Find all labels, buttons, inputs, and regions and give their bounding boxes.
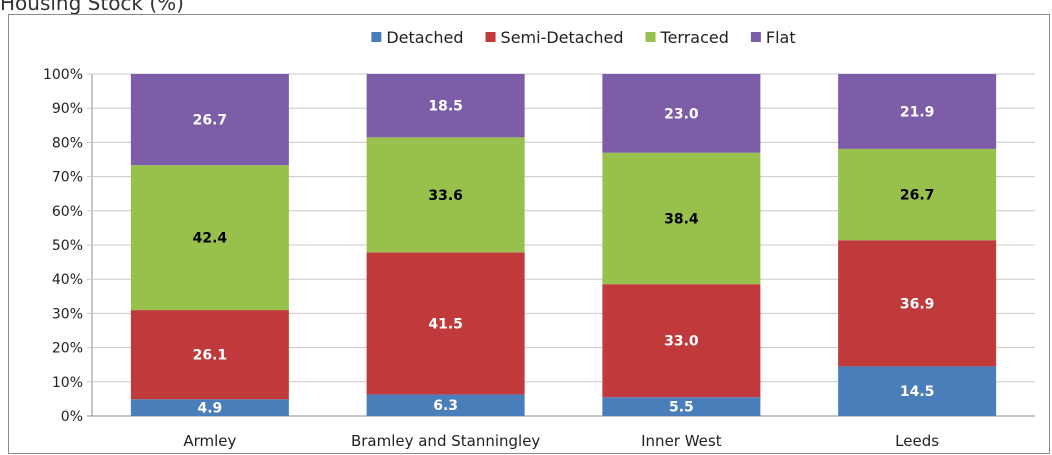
y-tick-label: 70% xyxy=(52,170,83,186)
y-tick-label: 80% xyxy=(52,135,83,151)
bars xyxy=(130,74,997,416)
bar-segment-flat xyxy=(130,74,289,166)
data-label: 41.5 xyxy=(428,316,463,332)
y-tick-label: 40% xyxy=(52,272,83,288)
bar-segment-semi-detached xyxy=(838,240,997,367)
y-tick-label: 90% xyxy=(52,101,83,117)
page-title: Housing Stock (%) xyxy=(0,0,184,15)
data-label: 5.5 xyxy=(669,400,694,416)
bar-segment-detached xyxy=(602,397,761,416)
data-label: 26.7 xyxy=(900,188,935,204)
legend-swatch-flat xyxy=(750,32,761,42)
bar-segment-semi-detached xyxy=(366,252,525,395)
bar-segment-terraced xyxy=(838,148,997,241)
legend-label: Detached xyxy=(386,28,463,47)
bar-segment-terraced xyxy=(130,165,289,311)
bar-segment-terraced xyxy=(602,152,761,285)
bar-segment-detached xyxy=(366,394,525,416)
bar-segment-terraced xyxy=(366,137,525,253)
x-axis-categories: Armley Bramley and Stanningley Inner West L… xyxy=(183,432,939,450)
data-label: 33.0 xyxy=(664,334,699,350)
data-label: 42.4 xyxy=(193,231,228,247)
y-tick-label: 30% xyxy=(52,306,83,322)
y-tick-label: 50% xyxy=(52,238,83,254)
y-tick-label: 60% xyxy=(52,204,83,220)
legend-label: Terraced xyxy=(660,28,729,47)
x-category-label: Leeds xyxy=(895,432,939,450)
y-tick-label: 100% xyxy=(43,67,83,83)
bar-segment-semi-detached xyxy=(602,284,761,398)
bar-segment-flat xyxy=(838,74,997,149)
data-label: 23.0 xyxy=(664,106,699,122)
legend-swatch-terraced xyxy=(645,32,656,42)
legend-swatch-detached xyxy=(371,32,382,42)
x-category-label: Bramley and Stanningley xyxy=(351,432,540,450)
x-category-label: Armley xyxy=(183,432,236,450)
data-label: 4.9 xyxy=(197,401,222,417)
bar-segment-flat xyxy=(602,74,761,153)
data-label: 6.3 xyxy=(433,398,458,414)
data-label: 26.1 xyxy=(193,348,228,364)
bar-segment-semi-detached xyxy=(130,310,289,400)
data-labels: 4.9 26.1 42.4 26.7 6.3 41.5 33.6 18.5 5.5 33.0 38.… xyxy=(193,99,935,417)
bar-segment-detached xyxy=(838,366,997,416)
data-label: 36.9 xyxy=(900,296,935,312)
legend: Detached Semi-Detached Terraced Flat xyxy=(371,28,796,47)
y-axis-ticks: 0% 10% 20% 30% 40% 50% 60% 70% 80% 90% 100% xyxy=(43,67,83,425)
data-label: 14.5 xyxy=(900,384,935,400)
data-label: 33.6 xyxy=(428,188,463,204)
data-label: 38.4 xyxy=(664,211,699,227)
y-tick-label: 10% xyxy=(52,375,83,391)
data-label: 26.7 xyxy=(193,113,228,129)
bar-segment-flat xyxy=(366,74,525,138)
y-tick-label: 0% xyxy=(61,409,83,425)
data-label: 21.9 xyxy=(900,104,935,120)
data-label: 18.5 xyxy=(428,99,463,115)
x-category-label: Inner West xyxy=(641,432,722,450)
bar-segment-detached xyxy=(130,399,289,416)
y-tick-label: 20% xyxy=(52,341,83,357)
legend-label: Flat xyxy=(766,28,796,47)
legend-swatch-semi-detached xyxy=(485,32,496,42)
legend-label: Semi-Detached xyxy=(501,28,624,47)
